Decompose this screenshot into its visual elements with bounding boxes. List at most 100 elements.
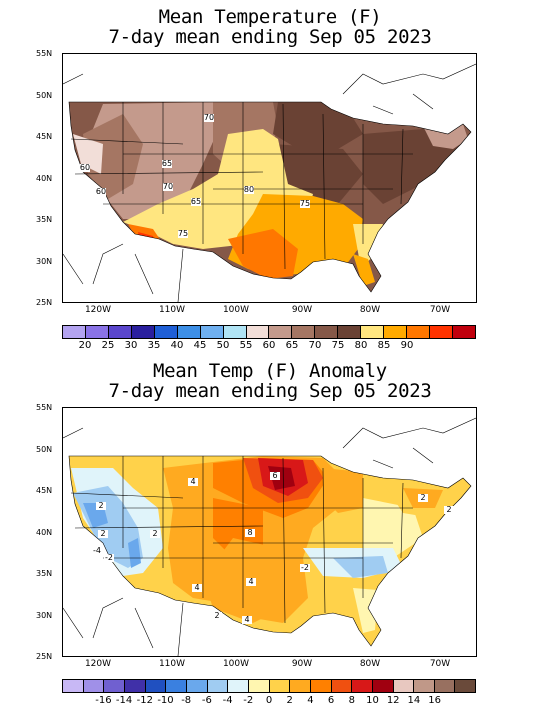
colorbar-swatch [292, 326, 316, 338]
contour-label-bg [104, 554, 114, 562]
contour-label: -4 [93, 546, 101, 555]
colorbar-swatch [63, 326, 86, 338]
lat-label: 35N [36, 215, 53, 224]
contour-label-bg [204, 114, 214, 122]
contour-label-bg [192, 584, 202, 592]
lon-label: 110W [158, 305, 186, 315]
contour-label-bg [96, 502, 106, 510]
contour-label: 2 [98, 501, 103, 510]
colorbar-label: -10 [157, 695, 174, 706]
contour-label: 6 [272, 471, 277, 480]
contour-label-bg [96, 188, 106, 196]
colorbar-swatch [207, 680, 229, 692]
contour-label-bg [244, 186, 254, 194]
colorbar-label: 10 [366, 695, 379, 706]
colorbar-swatch [248, 680, 270, 692]
colorbar-label: 45 [193, 340, 207, 351]
map2-colorbar-labels: -16 -14 -12 -10 -8 -6 -4 -2 0 2 4 6 8 10 12 14 16 [62, 695, 476, 707]
colorbar-label: 14 [407, 695, 421, 706]
colorbar-swatch [338, 326, 362, 338]
colorbar-swatch [269, 680, 291, 692]
colorbar-swatch [384, 326, 408, 338]
contour-label: 2 [420, 493, 425, 502]
contour-label: 75 [300, 199, 310, 208]
map1-title-line2: 7-day mean ending Sep 05 2023 [108, 26, 432, 48]
colorbar-swatch [393, 680, 415, 692]
lat-label: 50N [36, 90, 53, 100]
contour-label-bg [188, 478, 198, 486]
colorbar-swatch [228, 680, 249, 692]
contour-label-bg [163, 183, 173, 191]
lon-label: 70W [429, 305, 451, 315]
contour-label: 80 [244, 185, 254, 194]
map1-colorbar-labels: 20 25 30 35 40 45 50 55 60 65 70 75 80 85 90 [62, 340, 476, 352]
contour-label: 4 [244, 615, 249, 624]
lat-label: 40N [36, 173, 53, 183]
lon-label: 100W [222, 659, 250, 669]
colorbar-label: 70 [308, 340, 322, 351]
colorbar-label: 50 [216, 340, 230, 351]
contour-label-bg [300, 564, 310, 572]
colorbar-label: -4 [222, 695, 233, 706]
colorbar-label: 80 [354, 340, 368, 351]
contour-label: 70 [204, 113, 214, 122]
contour-label: 65 [191, 197, 201, 206]
contour-label-bg [245, 529, 255, 537]
lat-label: 55N [36, 49, 53, 58]
colorbar-label: 85 [377, 340, 391, 351]
contour-label: 4 [194, 583, 199, 592]
lon-label: 100W [222, 305, 250, 315]
colorbar-swatch [166, 680, 187, 692]
colorbar-swatch [315, 326, 339, 338]
lat-label: 50N [36, 444, 53, 454]
colorbar-label: -2 [243, 695, 254, 706]
colorbar-label: 25 [101, 340, 115, 351]
contour-label: 75 [178, 229, 188, 238]
map1-fill-layer [69, 102, 471, 292]
lat-label: 30N [36, 610, 53, 620]
map2-boundaries [63, 417, 476, 656]
lon-label: 80W [359, 305, 381, 315]
contour-label-bg [212, 612, 222, 620]
contour-label: 60 [80, 163, 90, 172]
contour-label-bg [178, 230, 188, 238]
colorbar-label: 35 [147, 340, 161, 351]
colorbar-swatch [63, 680, 84, 692]
map1-boundaries [63, 63, 476, 302]
colorbar-swatch [430, 326, 453, 338]
contour-label-bg [191, 198, 201, 206]
colorbar-swatch [131, 326, 155, 338]
map2-title-line2: 7-day mean ending Sep 05 2023 [108, 380, 432, 402]
colorbar-label: 6 [327, 695, 335, 706]
colorbar-label: 65 [285, 340, 299, 351]
colorbar-swatch [361, 326, 385, 338]
colorbar-swatch [455, 680, 476, 692]
contour-label-bg [242, 616, 252, 624]
colorbar-swatch [154, 326, 178, 338]
colorbar-label: 4 [307, 695, 314, 706]
colorbar-swatch [83, 680, 105, 692]
colorbar-label: -14 [115, 695, 133, 706]
contour-label: -2 [105, 553, 113, 562]
colorbar-label: 40 [170, 340, 184, 351]
contour-label-bg [92, 547, 102, 555]
colorbar-swatch [310, 680, 332, 692]
lon-label: 120W [84, 659, 112, 669]
map1-svg: 70 60 65 60 70 65 80 75 75 [63, 63, 476, 302]
colorbar-label: 12 [386, 695, 400, 706]
colorbar-label: -16 [95, 695, 112, 706]
colorbar-swatch [434, 680, 456, 692]
colorbar-swatch [331, 680, 353, 692]
contour-label: 4 [248, 577, 253, 586]
colorbar-swatch [124, 680, 146, 692]
colorbar-swatch [372, 680, 394, 692]
contour-label: 2 [214, 611, 219, 620]
contour-label: 2 [100, 529, 105, 538]
colorbar-swatch [246, 326, 270, 338]
colorbar-swatch [452, 326, 475, 338]
colorbar-swatch [145, 680, 167, 692]
contour-label-bg [300, 200, 310, 208]
map2-svg: 2 2 -2 2 -4 4 6 8 4 2 -2 4 4 2 2 [63, 417, 476, 656]
lat-label: 30N [36, 256, 53, 266]
contour-label-bg [270, 472, 280, 480]
